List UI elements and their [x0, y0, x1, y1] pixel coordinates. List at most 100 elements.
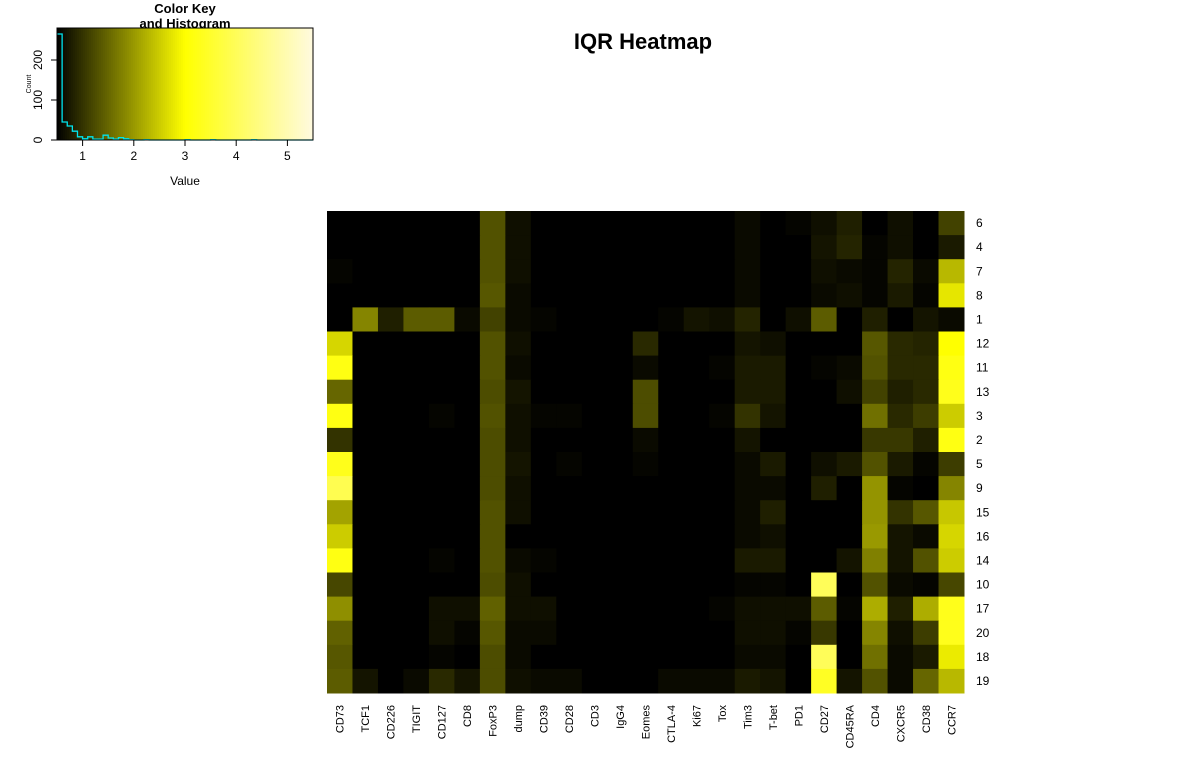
- heatmap-cell: [658, 572, 685, 598]
- heatmap-cell: [658, 211, 685, 236]
- heatmap-cell: [581, 644, 608, 670]
- color-key-swatch: [195, 28, 198, 140]
- heatmap-cell: [836, 259, 863, 284]
- heatmap-cell: [683, 211, 710, 236]
- heatmap-cell: [607, 596, 634, 622]
- x-tick-label: 1: [79, 149, 86, 163]
- heatmap-cell: [403, 211, 430, 236]
- heatmap-cell: [734, 620, 761, 646]
- heatmap-cell: [428, 596, 455, 622]
- color-key-swatch: [127, 28, 130, 140]
- heatmap-cell: [479, 379, 506, 405]
- heatmap-cell: [887, 524, 914, 549]
- heatmap-cell: [938, 476, 965, 501]
- heatmap-cell: [327, 259, 353, 284]
- heatmap-cell: [505, 596, 532, 622]
- heatmap-cell: [734, 572, 761, 598]
- heatmap-cell: [683, 548, 710, 573]
- heatmap-cell: [530, 500, 557, 525]
- color-key-swatch: [291, 28, 294, 140]
- color-key-swatch: [273, 28, 276, 140]
- color-key-swatch: [123, 28, 126, 140]
- heatmap-cell: [658, 476, 685, 501]
- heatmap-cell: [734, 235, 761, 260]
- heatmap-cell: [377, 259, 404, 284]
- heatmap-cell: [377, 427, 404, 453]
- row-label: 11: [976, 361, 989, 375]
- heatmap-cell: [556, 476, 583, 501]
- heatmap-cell: [377, 572, 404, 598]
- color-key-swatch: [139, 28, 142, 140]
- heatmap-cell: [811, 500, 838, 525]
- heatmap-cell: [887, 596, 914, 622]
- heatmap-cell: [632, 596, 659, 622]
- y-tick-label: 200: [31, 50, 45, 70]
- heatmap-cell: [887, 572, 914, 598]
- heatmap-cell: [505, 476, 532, 501]
- color-key-ylabel: Count: [26, 75, 33, 94]
- x-tick-label: 5: [284, 149, 291, 163]
- heatmap-cell: [862, 211, 889, 236]
- column-label: Tim3: [742, 705, 754, 729]
- heatmap-cell: [556, 259, 583, 284]
- heatmap-cell: [505, 283, 532, 308]
- heatmap-cell: [836, 211, 863, 236]
- column-label: Ki67: [691, 705, 703, 727]
- heatmap-cell: [327, 403, 353, 429]
- heatmap-cell: [862, 596, 889, 622]
- heatmap-cell: [479, 259, 506, 284]
- heatmap-cell: [581, 379, 608, 405]
- heatmap-cell: [658, 427, 685, 453]
- heatmap-cell: [683, 620, 710, 646]
- color-key-swatch: [305, 28, 308, 140]
- heatmap-cell: [785, 355, 812, 381]
- color-key-swatch: [201, 28, 204, 140]
- heatmap-cell: [352, 500, 379, 525]
- heatmap-cell: [887, 331, 914, 357]
- heatmap-cell: [454, 331, 481, 357]
- heatmap-cell: [785, 307, 812, 332]
- heatmap-cell: [530, 427, 557, 453]
- color-key-swatch: [75, 28, 78, 140]
- color-key-swatch: [67, 28, 70, 140]
- heatmap-cell: [734, 355, 761, 381]
- heatmap-cell: [403, 668, 430, 694]
- heatmap-cell: [352, 668, 379, 694]
- heatmap-cell: [811, 259, 838, 284]
- color-key-swatch: [275, 28, 278, 140]
- color-key-swatch: [101, 28, 104, 140]
- heatmap-cell: [327, 355, 353, 381]
- heatmap-cell: [403, 427, 430, 453]
- chart-title: IQR Heatmap: [574, 29, 712, 54]
- heatmap-cell: [836, 452, 863, 477]
- heatmap-cell: [862, 572, 889, 598]
- heatmap-cell: [938, 283, 965, 308]
- heatmap-cell: [581, 331, 608, 357]
- color-key-swatch: [303, 28, 306, 140]
- heatmap-cell: [862, 403, 889, 429]
- color-key-swatch: [159, 28, 162, 140]
- heatmap-cell: [836, 403, 863, 429]
- heatmap-cell: [836, 235, 863, 260]
- column-label: CD226: [386, 705, 398, 739]
- heatmap-cell: [760, 331, 787, 357]
- heatmap-cell: [556, 596, 583, 622]
- heatmap-cell: [887, 644, 914, 670]
- heatmap-cell: [683, 644, 710, 670]
- heatmap-cell: [658, 548, 685, 573]
- heatmap-cell: [352, 644, 379, 670]
- heatmap-cell: [327, 476, 353, 501]
- heatmap-cell: [709, 283, 736, 308]
- heatmap-cell: [530, 283, 557, 308]
- color-key-swatch: [63, 28, 66, 140]
- heatmap-cell: [734, 283, 761, 308]
- heatmap-cell: [811, 403, 838, 429]
- heatmap-cell: [785, 452, 812, 477]
- heatmap-cell: [632, 500, 659, 525]
- heatmap-cell: [887, 500, 914, 525]
- heatmap-cell: [734, 524, 761, 549]
- heatmap-cell: [913, 620, 940, 646]
- heatmap-cell: [938, 668, 965, 694]
- heatmap-cell: [556, 211, 583, 236]
- heatmap-cell: [887, 211, 914, 236]
